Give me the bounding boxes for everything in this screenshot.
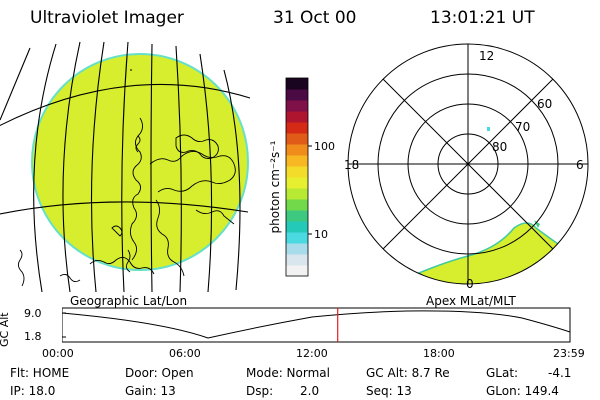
geographic-caption: Geographic Lat/Lon [70, 294, 188, 308]
status-dsp-value: 2.0 [300, 384, 320, 398]
timeline-ytick-low: 1.8 [24, 330, 42, 343]
colorbar-segment [286, 232, 308, 244]
altitude-curve [62, 310, 571, 339]
longitude-line [33, 43, 57, 292]
status-dsp: Dsp: [246, 384, 274, 398]
timeline-xtick-1200: 12:00 [296, 347, 328, 360]
timeline-xtick-0600: 06:00 [169, 347, 201, 360]
mlt-label-right: 6 [576, 158, 584, 172]
lat-label-80: 80 [492, 140, 507, 154]
colorbar-segment [286, 78, 308, 90]
colorbar-unit-label: photon cm⁻²s⁻¹ [268, 140, 282, 234]
colorbar-segment [286, 221, 308, 233]
colorbar-tick-10: 10 [314, 228, 328, 241]
longitude-line [150, 43, 153, 292]
longitude-line [62, 41, 81, 292]
colorbar [285, 77, 312, 277]
status-door: Door: Open [125, 366, 194, 380]
timeline-ylabel: GC Alt [0, 312, 11, 347]
colorbar-segment [286, 144, 308, 156]
colorbar-segment [286, 100, 308, 112]
mlt-label-left: 18 [344, 158, 359, 172]
colorbar-segment [286, 188, 308, 200]
geographic-image-panel [0, 41, 251, 292]
status-seq: Seq: 13 [366, 384, 412, 398]
colorbar-segment [286, 89, 308, 101]
colorbar-segment [286, 243, 308, 255]
longitude-line [175, 45, 182, 292]
timeline-xtick-0000: 00:00 [42, 347, 74, 360]
colorbar-segment [286, 111, 308, 123]
latitude-line [0, 83, 251, 127]
status-glat-value: -4.1 [548, 366, 572, 380]
mlt-label-top: 12 [479, 49, 494, 63]
colorbar-segment [286, 133, 308, 145]
colorbar-segment [286, 254, 308, 266]
status-gc-alt: GC Alt: 8.7 Re [366, 366, 450, 380]
longitude-line [199, 53, 213, 292]
timeline-ytick-high: 9.0 [24, 307, 42, 320]
timeline-xtick-2359: 23:59 [553, 347, 585, 360]
colorbar-segment [286, 122, 308, 134]
colorbar-segment [286, 177, 308, 189]
apex-caption: Apex MLat/MLT [426, 294, 516, 308]
colorbar-segment [286, 199, 308, 211]
polar-plot: 12 18 6 0 60 70 80 [344, 43, 589, 291]
colorbar-tick-100: 100 [314, 140, 335, 153]
instrument-title: Ultraviolet Imager [30, 8, 184, 28]
status-mode: Mode: Normal [246, 366, 330, 380]
mlt-diagonal [382, 78, 554, 250]
lat-label-70: 70 [515, 120, 530, 134]
timeline-plot [62, 307, 571, 343]
date-label: 31 Oct 00 [273, 8, 357, 28]
colorbar-segment [286, 166, 308, 178]
colorbar-segment [286, 265, 308, 277]
status-glat: GLat: [486, 366, 519, 380]
mlt-label-bottom: 0 [466, 277, 474, 291]
colorbar-segment [286, 210, 308, 222]
colorbar-segment [286, 155, 308, 167]
coastline-outline [17, 69, 236, 287]
status-gain: Gain: 13 [125, 384, 176, 398]
status-ip: IP: 18.0 [10, 384, 56, 398]
time-label: 13:01:21 UT [430, 8, 535, 28]
status-flt: Flt: HOME [10, 366, 70, 380]
timeline-xtick-1800: 18:00 [423, 347, 455, 360]
lat-label-60: 60 [537, 97, 552, 111]
longitude-line [223, 69, 241, 291]
bright-spot [487, 127, 490, 131]
longitude-line [0, 47, 31, 121]
longitude-line [121, 41, 129, 292]
status-glon: GLon: 149.4 [486, 384, 559, 398]
latitude-line [0, 201, 249, 215]
